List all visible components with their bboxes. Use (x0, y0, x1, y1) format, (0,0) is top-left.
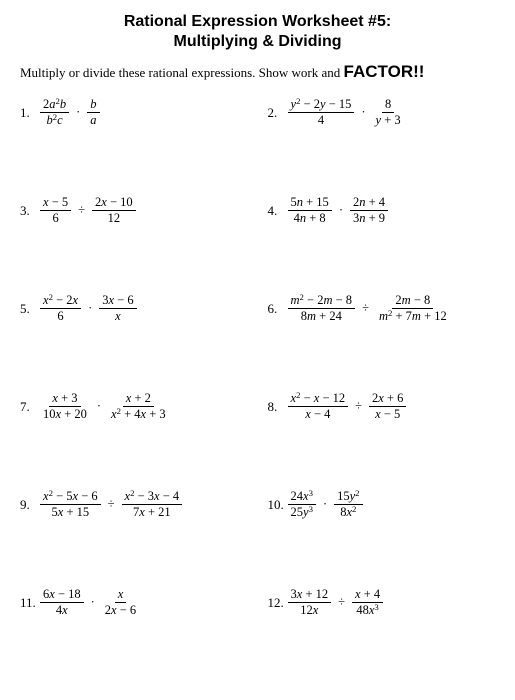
problem-row: 5. x2 − 2x6 · 3x − 6x 6. m2 − 2m − 88m +… (20, 294, 495, 384)
operator: ÷ (75, 203, 88, 218)
fraction: 3x + 1212x (288, 588, 332, 617)
problem-number: 1. (20, 105, 40, 121)
problem-8: 8. x2 − x − 12x − 4 ÷ 2x + 6x − 5 (258, 392, 506, 421)
fraction: 6x − 184x (40, 588, 84, 617)
expression: x2 − x − 12x − 4 ÷ 2x + 6x − 5 (288, 392, 407, 421)
title-line2: Multiplying & Dividing (174, 33, 342, 50)
problem-7: 7. x + 310x + 20 · x + 2x2 + 4x + 3 (20, 392, 258, 421)
operator: · (358, 105, 368, 120)
expression: 2a2bb2c · ba (40, 98, 100, 127)
expression: y2 − 2y − 154 · 8y + 3 (288, 98, 404, 127)
problem-1: 1. 2a2bb2c · ba (20, 98, 258, 127)
problem-number: 7. (20, 399, 40, 415)
title: Rational Expression Worksheet #5: Multip… (20, 12, 495, 52)
fraction: x + 310x + 20 (40, 392, 90, 421)
fraction: 5n + 154n + 8 (288, 196, 332, 225)
operator: · (85, 301, 95, 316)
expression: 24x325y3 · 15y28x2 (288, 490, 363, 519)
fraction: y2 − 2y − 154 (288, 98, 355, 127)
instructions-text: Multiply or divide these rational expres… (20, 65, 344, 80)
operator: · (336, 203, 346, 218)
problem-number: 8. (268, 399, 288, 415)
problem-11: 11. 6x − 184x · x2x − 6 (20, 588, 258, 617)
problem-row: 9. x2 − 5x − 65x + 15 ÷ x2 − 3x − 47x + … (20, 490, 495, 580)
operator: · (73, 105, 83, 120)
problem-row: 3. x − 56 ÷ 2x − 1012 4. 5n + 154n + 8 ·… (20, 196, 495, 286)
problems: 1. 2a2bb2c · ba 2. y2 − 2y − 154 · 8y + … (20, 98, 495, 678)
fraction: 8y + 3 (373, 98, 404, 127)
title-line1: Rational Expression Worksheet #5: (124, 13, 391, 30)
operator: ÷ (105, 497, 118, 512)
fraction: x + 448x3 (352, 588, 383, 617)
fraction: x − 56 (40, 196, 71, 225)
fraction: 2a2bb2c (40, 98, 69, 127)
fraction: x2 − x − 12x − 4 (288, 392, 349, 421)
expression: x2 − 5x − 65x + 15 ÷ x2 − 3x − 47x + 21 (40, 490, 182, 519)
problem-number: 5. (20, 301, 40, 317)
problem-number: 9. (20, 497, 40, 513)
problem-number: 6. (268, 301, 288, 317)
expression: x + 310x + 20 · x + 2x2 + 4x + 3 (40, 392, 169, 421)
problem-4: 4. 5n + 154n + 8 · 2n + 43n + 9 (258, 196, 506, 225)
problem-number: 12. (268, 595, 288, 611)
problem-row: 7. x + 310x + 20 · x + 2x2 + 4x + 3 8. x… (20, 392, 495, 482)
fraction: x2 − 5x − 65x + 15 (40, 490, 101, 519)
expression: 3x + 1212x ÷ x + 448x3 (288, 588, 384, 617)
expression: x2 − 2x6 · 3x − 6x (40, 294, 137, 323)
fraction: 2x + 6x − 5 (369, 392, 406, 421)
problem-row: 11. 6x − 184x · x2x − 6 12. 3x + 1212x ÷… (20, 588, 495, 678)
fraction: m2 − 2m − 88m + 24 (288, 294, 356, 323)
problem-row: 1. 2a2bb2c · ba 2. y2 − 2y − 154 · 8y + … (20, 98, 495, 188)
expression: 5n + 154n + 8 · 2n + 43n + 9 (288, 196, 389, 225)
problem-3: 3. x − 56 ÷ 2x − 1012 (20, 196, 258, 225)
fraction: 2n + 43n + 9 (350, 196, 388, 225)
problem-number: 10. (268, 497, 288, 513)
problem-number: 2. (268, 105, 288, 121)
operator: ÷ (335, 595, 348, 610)
fraction: 2x − 1012 (92, 196, 136, 225)
operator: · (94, 399, 104, 414)
problem-number: 11. (20, 595, 40, 611)
problem-12: 12. 3x + 1212x ÷ x + 448x3 (258, 588, 506, 617)
fraction: ba (87, 98, 99, 127)
problem-5: 5. x2 − 2x6 · 3x − 6x (20, 294, 258, 323)
instructions: Multiply or divide these rational expres… (20, 62, 495, 82)
expression: x − 56 ÷ 2x − 1012 (40, 196, 136, 225)
instructions-emph: FACTOR!! (344, 62, 425, 81)
expression: m2 − 2m − 88m + 24 ÷ 2m − 8m2 + 7m + 12 (288, 294, 450, 323)
problem-9: 9. x2 − 5x − 65x + 15 ÷ x2 − 3x − 47x + … (20, 490, 258, 519)
operator: ÷ (352, 399, 365, 414)
problem-number: 3. (20, 203, 40, 219)
fraction: x + 2x2 + 4x + 3 (108, 392, 169, 421)
fraction: 3x − 6x (99, 294, 136, 323)
operator: ÷ (359, 301, 372, 316)
problem-number: 4. (268, 203, 288, 219)
fraction: 15y28x2 (334, 490, 362, 519)
problem-10: 10. 24x325y3 · 15y28x2 (258, 490, 506, 519)
fraction: x2x − 6 (102, 588, 139, 617)
fraction: 2m − 8m2 + 7m + 12 (376, 294, 450, 323)
fraction: x2 − 3x − 47x + 21 (122, 490, 183, 519)
fraction: 24x325y3 (288, 490, 316, 519)
problem-6: 6. m2 − 2m − 88m + 24 ÷ 2m − 8m2 + 7m + … (258, 294, 506, 323)
problem-2: 2. y2 − 2y − 154 · 8y + 3 (258, 98, 506, 127)
fraction: x2 − 2x6 (40, 294, 81, 323)
expression: 6x − 184x · x2x − 6 (40, 588, 139, 617)
operator: · (320, 497, 330, 512)
operator: · (88, 595, 98, 610)
